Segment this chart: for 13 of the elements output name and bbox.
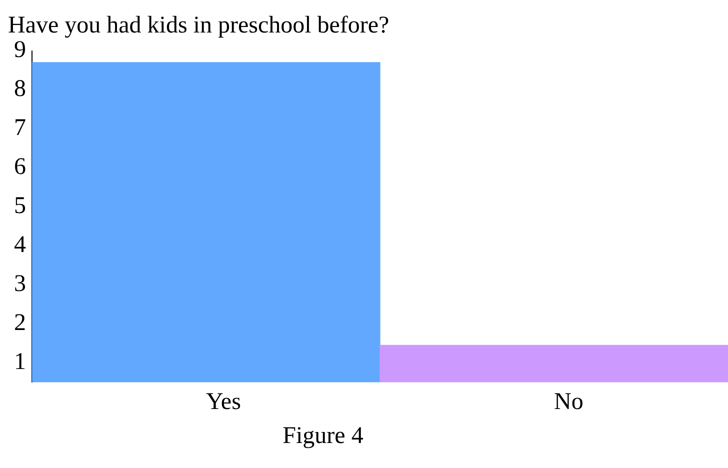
x-tick-label: Yes bbox=[206, 388, 241, 415]
y-tick-label: 4 bbox=[14, 232, 26, 258]
chart-title: Have you had kids in preschool before? bbox=[8, 12, 390, 39]
y-tick-label: 6 bbox=[14, 154, 26, 180]
y-tick-label: 7 bbox=[14, 115, 26, 142]
y-tick-label: 3 bbox=[14, 271, 26, 298]
caption: Figure 4 bbox=[282, 423, 364, 450]
y-tick-label: 8 bbox=[14, 76, 26, 102]
x-tick-label: No bbox=[554, 388, 584, 415]
y-tick-label: 2 bbox=[14, 310, 26, 336]
y-tick-label: 5 bbox=[14, 193, 26, 220]
y-tick-label: 1 bbox=[14, 349, 26, 376]
y-tick-label: 9 bbox=[14, 37, 26, 64]
